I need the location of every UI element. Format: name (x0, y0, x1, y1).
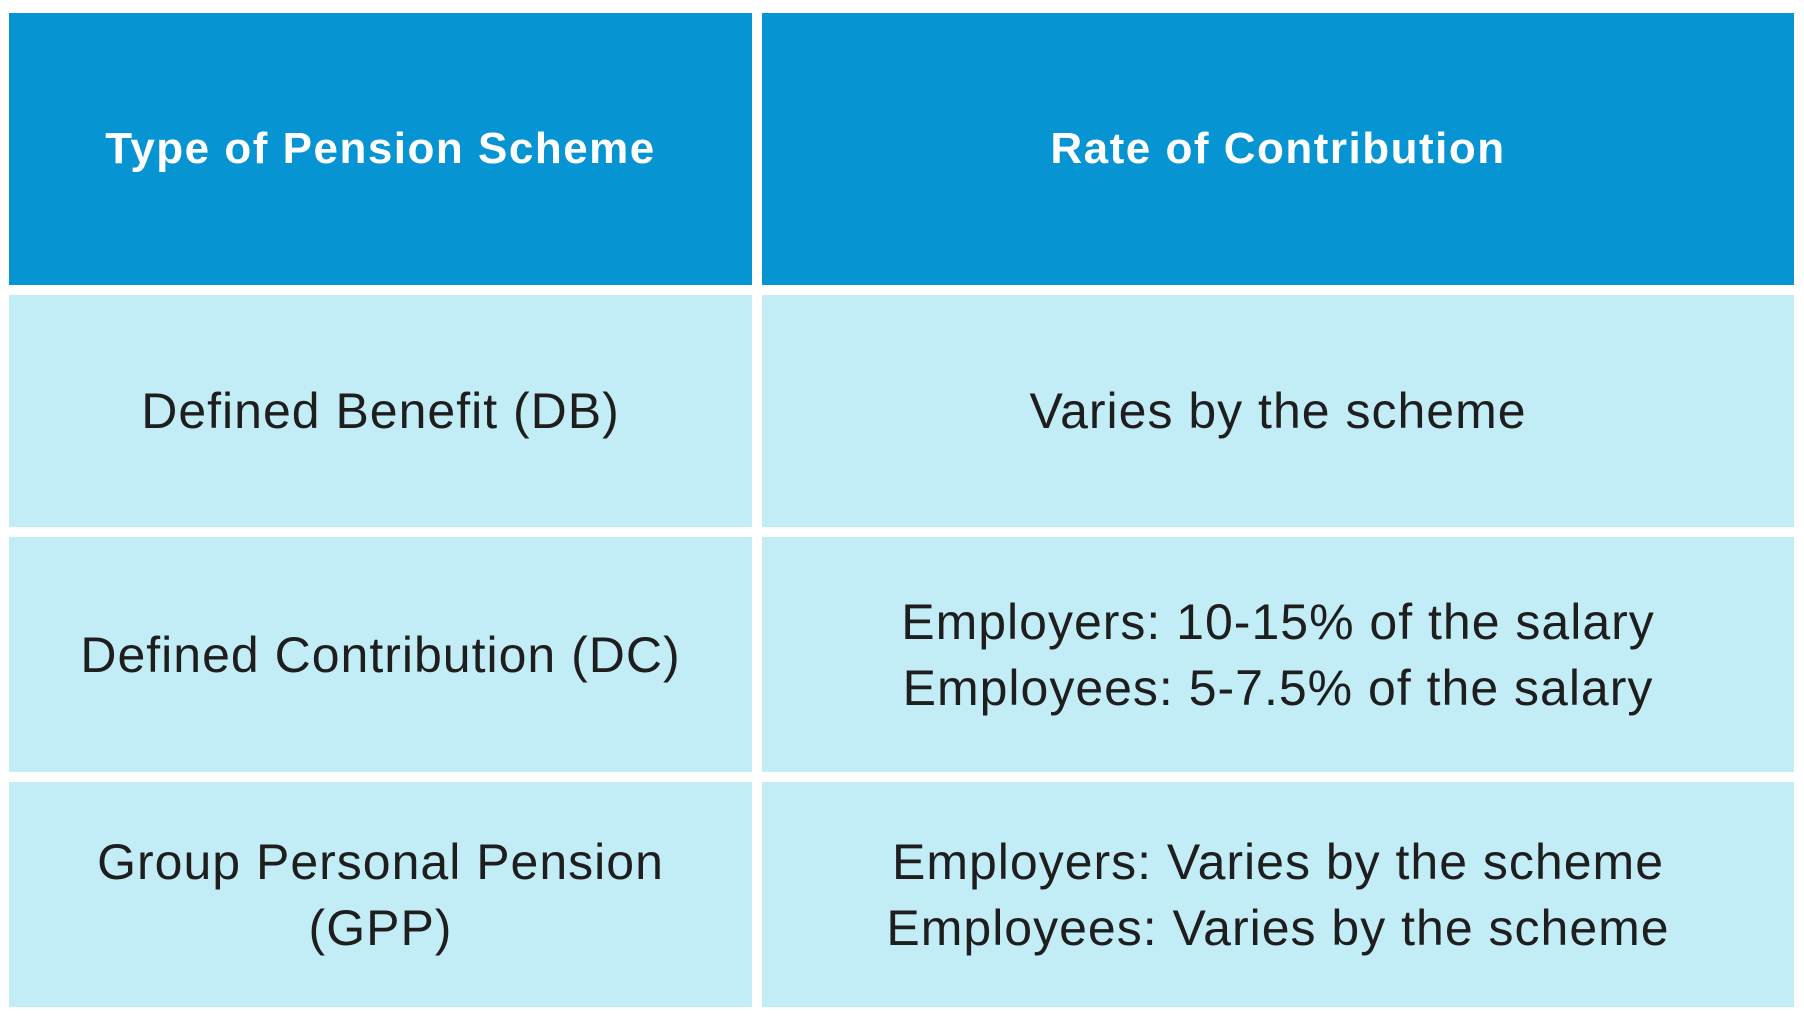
column-header-label: Rate of Contribution (1050, 124, 1506, 173)
column-header-label: Type of Pension Scheme (105, 124, 656, 173)
cell-text: (GPP) (308, 899, 453, 956)
cell-text: Employees: Varies by the scheme (886, 899, 1670, 956)
cell-text: Defined Contribution (DC) (80, 626, 681, 683)
column-header-rate-of-contribution: Rate of Contribution (762, 13, 1794, 285)
cell-text: Employers: Varies by the scheme (891, 833, 1665, 890)
cell-text: Defined Benefit (DB) (141, 383, 620, 439)
pension-scheme-table: Type of Pension Scheme Rate of Contribut… (9, 13, 1794, 1007)
cell-scheme-defined-benefit: Defined Benefit (DB) (9, 295, 752, 527)
cell-scheme-group-personal-pension: Group Personal Pension (GPP) (9, 782, 752, 1007)
cell-scheme-defined-contribution: Defined Contribution (DC) (9, 537, 752, 772)
cell-text: Group Personal Pension (97, 833, 664, 890)
cell-text: Employees: 5-7.5% of the salary (902, 659, 1654, 716)
cell-rate-defined-benefit: Varies by the scheme (762, 295, 1794, 527)
cell-rate-defined-contribution: Employers: 10-15% of the salary Employee… (762, 537, 1794, 772)
cell-text: Varies by the scheme (1029, 383, 1527, 439)
cell-rate-group-personal-pension: Employers: Varies by the scheme Employee… (762, 782, 1794, 1007)
cell-text: Employers: 10-15% of the salary (901, 593, 1655, 650)
column-header-type-of-pension-scheme: Type of Pension Scheme (9, 13, 752, 285)
